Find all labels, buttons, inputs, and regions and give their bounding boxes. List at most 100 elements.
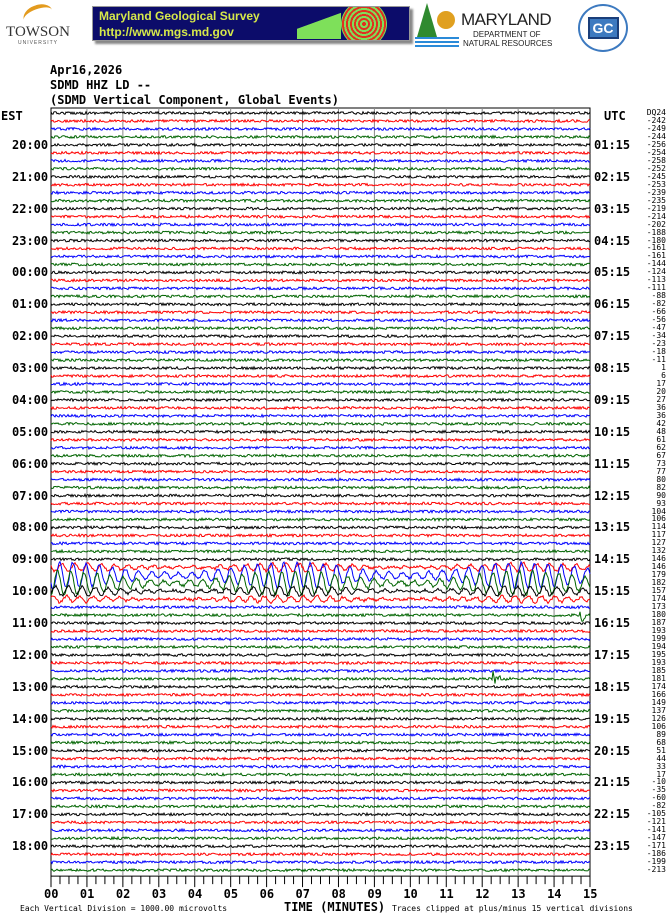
trace-value: 132 [651,546,666,556]
trace-value: 73 [656,458,666,468]
trace-value: -147 [646,833,666,843]
trace-value: -10 [651,777,666,787]
trace-value: -252 [646,163,666,173]
trace-value: 48 [656,426,666,436]
tree-icon [417,3,437,37]
est-hour-label: 17:00 [12,807,49,822]
est-hour-label: 22:00 [12,201,49,216]
trace-value: 126 [651,713,666,723]
seismic-trace [50,835,591,841]
seismic-trace [50,692,591,698]
trace-value: -141 [646,825,666,835]
seismic-trace [51,357,591,363]
maryland-dnr-logo[interactable]: MARYLAND DEPARTMENT OF NATURAL RESOURCES [415,3,575,51]
trace-value: 114 [651,522,666,532]
mgs-banner[interactable]: Maryland Geological Survey http://www.mg… [92,6,410,41]
trace-value: 36 [656,410,666,420]
mgs-title: Maryland Geological Survey [99,9,260,23]
seismic-trace [50,859,591,865]
seismic-trace [50,509,591,515]
trace-value: -34 [651,331,666,341]
utc-hour-label: 04:15 [594,233,631,248]
seismic-trace [50,477,591,483]
trace-value: -121 [646,817,666,827]
seismic-trace [50,285,591,291]
seismic-trace [50,317,591,323]
seismic-trace [50,301,591,307]
est-hour-label: 18:00 [12,839,49,854]
x-tick-label: 07 [295,887,310,901]
trace-value: 82 [656,482,666,492]
towson-university-logo[interactable]: TOWSON UNIVERSITY [4,0,72,49]
seismic-trace [50,437,591,443]
seismic-trace [50,469,591,475]
station-code: SDMD HHZ LD -- [50,78,152,92]
seismic-trace [50,787,591,793]
trace-value: 187 [651,618,666,628]
seismic-trace [50,716,591,722]
chart-date: Apr16,2026 [50,63,123,77]
seismic-trace [50,569,591,598]
x-tick-label: 12 [475,887,490,901]
x-tick-label: 15 [583,887,598,901]
est-hour-label: 06:00 [12,456,49,471]
trace-value: -242 [646,115,666,125]
trace-value: 51 [656,745,666,755]
trace-value: 17 [656,378,666,388]
trace-value: -47 [651,323,666,333]
est-hour-label: 15:00 [12,743,49,758]
trace-value: 93 [656,498,666,508]
trace-value: -245 [646,171,666,181]
trace-value: 146 [651,554,666,564]
trace-value: 67 [656,450,666,460]
seismic-trace [50,561,591,573]
trace-value: 33 [656,761,666,771]
trace-value: 61 [656,434,666,444]
seismic-trace [51,771,591,777]
seismic-trace [50,429,591,435]
utc-hour-label: 08:15 [594,361,631,376]
trace-value: 17 [656,769,666,779]
seismic-trace [50,174,591,180]
trace-value: 149 [651,697,666,707]
est-hour-label: 09:00 [12,552,49,567]
garrett-college-logo[interactable]: GC [578,4,628,52]
seismic-trace [50,803,591,809]
trace-value: -258 [646,155,666,165]
trace-value: 44 [656,753,666,763]
seismic-trace [50,150,591,156]
seismic-trace [50,525,591,530]
seismic-trace [50,182,591,188]
mountain-icon [297,11,341,39]
seismic-trace [51,700,591,706]
seismic-trace [50,246,591,251]
seismic-trace [50,851,591,857]
x-tick-label: 14 [547,887,562,901]
est-hour-label: 10:00 [12,584,49,599]
seismic-trace [50,341,591,347]
seismic-trace [50,190,591,196]
utc-hour-label: 11:15 [594,456,631,471]
trace-value: DQ24 [646,108,666,117]
trace-value: -82 [651,801,666,811]
x-tick-label: 00 [44,887,59,901]
trace-value: 89 [656,729,666,739]
dnr-resources: NATURAL RESOURCES [463,39,553,48]
seismic-rings-icon [341,7,387,40]
seismic-trace [50,604,591,610]
plot-frame [50,107,591,877]
seismic-trace [50,740,591,746]
trace-value: -124 [646,267,666,277]
seismic-trace [50,548,591,554]
utc-hour-label: 10:15 [594,424,631,439]
trace-value: -82 [651,299,666,309]
trace-value: 77 [656,466,666,476]
seismic-trace [50,269,591,275]
seismic-trace [50,445,591,451]
seismic-trace [50,724,591,730]
footer-scale: Each Vertical Division = 1000.00 microvo… [20,904,228,913]
trace-value: -113 [646,275,666,285]
seismic-trace [50,126,591,132]
seismic-trace [50,293,591,299]
trace-value: -239 [646,187,666,197]
